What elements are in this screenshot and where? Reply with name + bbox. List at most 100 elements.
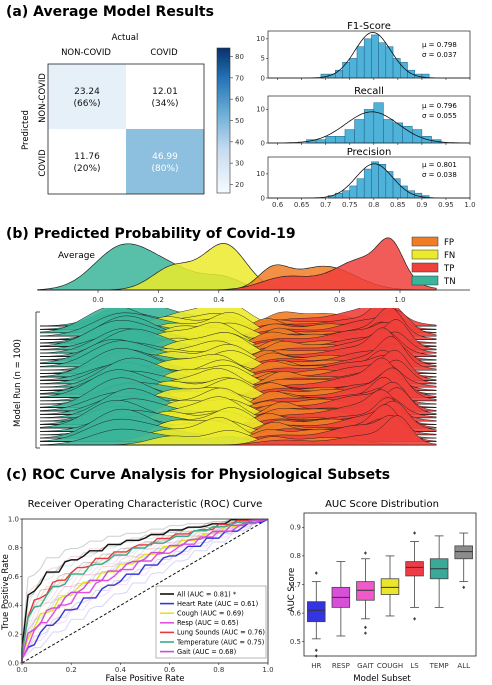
roc-ytick-label: 0.6: [8, 573, 20, 581]
colorbar-tick-label: 50: [235, 117, 244, 125]
hist-bar: [356, 46, 365, 79]
roc-run-line: [21, 519, 268, 663]
confusion-matrix: Actual Predicted NON-COVID COVID NON-COV…: [21, 33, 205, 195]
box-xtick-label: ALL: [457, 662, 470, 670]
cm-cell: [126, 64, 204, 129]
roc-run-line: [21, 519, 268, 663]
roc-legend-label: Resp (AUC = 0.65): [177, 619, 239, 627]
metric-histograms: F1-Score Recall Precision μ = 0.798 σ = …: [256, 21, 475, 209]
legend-swatch-tp: [411, 262, 439, 273]
box-outlier: [363, 625, 367, 630]
cm-ylabel: Predicted: [21, 110, 31, 150]
roc-legend-label: Heart Rate (AUC = 0.61): [177, 600, 258, 608]
roc-run-line: [21, 519, 268, 663]
roc-run-line: [21, 520, 268, 663]
roc-legend-label: Lung Sounds (AUC = 0.76): [177, 629, 265, 637]
roc-mean-line: [21, 519, 268, 663]
box-outlier: [363, 551, 367, 555]
hist-bar: [356, 178, 365, 199]
colorbar-tick-label: 60: [235, 96, 244, 104]
ridge-xtick-label: 0.2: [153, 296, 164, 304]
roc-xtick-label: 0.6: [164, 666, 176, 674]
roc-run-line: [21, 519, 268, 663]
average-label: Average: [58, 251, 95, 261]
hist-bar: [325, 136, 336, 144]
hist-bar: [342, 190, 351, 199]
ridge-xtick-label: 0.0: [92, 296, 103, 304]
hist-xtick-label: 0.7: [320, 201, 331, 209]
box-xtick-label: TEMP: [429, 662, 449, 670]
hist-sigma-recall: σ = 0.055: [422, 112, 457, 120]
panel-b-header: (b) Predicted Probability of Covid-19: [6, 226, 296, 242]
roc-legend-box: [155, 585, 267, 659]
hist-ytick-label: 0: [261, 74, 265, 82]
cm-frame: [47, 63, 205, 195]
hist-xtick-label: 0.95: [438, 201, 454, 209]
hist-ytick-label: 0: [261, 194, 265, 202]
roc-mean-line: [21, 519, 268, 663]
roc-run-line: [21, 519, 269, 663]
hist-xtick-label: 0.85: [390, 201, 406, 209]
colorbar-tick-label: 30: [235, 160, 244, 168]
roc-mean-line: [21, 519, 268, 663]
box-outlier: [314, 648, 318, 653]
legend-label-fn: FN: [444, 251, 455, 261]
auc-boxplot: AUC Score Distribution Model Subset AUC …: [287, 499, 477, 684]
cm-cell-percent: (80%): [151, 164, 178, 174]
hist-xtick-label: 0.9: [416, 201, 427, 209]
run-density-tp: [40, 415, 437, 446]
box-xlabel: Model Subset: [353, 674, 411, 684]
roc-legend-label: Cough (AUC = 0.69): [177, 610, 244, 618]
box-outlier: [413, 531, 417, 535]
hist-frame: [267, 95, 471, 144]
hist-bar: [383, 119, 394, 144]
roc-xlabel: False Positive Rate: [106, 674, 185, 684]
cm-cell-percent: (20%): [73, 164, 100, 174]
ridge-xtick-label: 1.0: [394, 296, 405, 304]
hist-normal-curve: [268, 111, 470, 144]
roc-run-line: [21, 519, 268, 663]
hist-bar: [371, 34, 379, 79]
box-outlier: [314, 571, 318, 575]
cm-cell: [48, 129, 126, 194]
cm-col-label-1: COVID: [150, 48, 178, 58]
box-xtick-label: RESP: [332, 662, 350, 670]
cm-row-label-0: NON-COVID: [38, 73, 48, 123]
probability-ridgeline: Average Model Run (n = 100) 0.0 0.2 0.4 0.6…: [13, 236, 470, 449]
colorbar-tick-label: 70: [235, 74, 244, 82]
box-title: AUC Score Distribution: [325, 499, 439, 510]
legend-label-tp: TP: [443, 264, 454, 274]
hist-bar: [385, 46, 394, 79]
panel-a-header: (a) Average Model Results: [6, 4, 214, 20]
hist-xtick-label: 0.65: [294, 201, 310, 209]
hist-bar: [412, 129, 423, 144]
box-ytick-label: 0.9: [290, 524, 301, 532]
box-ytick-label: 0.7: [290, 581, 301, 589]
hist-ytick-label: 10: [256, 35, 265, 43]
roc-ytick-label: 0.4: [8, 602, 20, 610]
roc-chart: Receiver Operating Characteristic (ROC) …: [1, 499, 274, 684]
legend-label-fp: FP: [444, 238, 454, 248]
hist-bar: [354, 119, 365, 144]
box-xtick-label: HR: [311, 662, 321, 670]
cm-cell-value: 11.76: [74, 152, 100, 162]
hist-xtick-label: 0.75: [342, 201, 358, 209]
box-outlier: [462, 585, 466, 590]
hist-ytick-label: 5: [261, 55, 265, 63]
panel-c-header: (c) ROC Curve Analysis for Physiological…: [6, 467, 390, 483]
hist-bar: [407, 69, 415, 79]
roc-xtick-label: 1.0: [262, 666, 273, 674]
roc-ytick-label: 0.2: [8, 631, 19, 639]
legend-label-tn: TN: [443, 277, 456, 287]
model-run-ridges: [40, 308, 437, 446]
hist-bar: [402, 125, 413, 144]
roc-xtick-label: 0.0: [16, 666, 27, 674]
hist-sigma-precision: σ = 0.038: [422, 171, 457, 179]
ridge-xtick-label: 0.4: [213, 296, 225, 304]
hist-xtick-label: 1.0: [464, 201, 475, 209]
hist-xtick-label: 0.8: [368, 201, 379, 209]
roc-ylabel: True Positive Rate: [1, 554, 11, 631]
hist-ytick-label: 10: [256, 170, 265, 178]
hist-bar: [363, 38, 372, 79]
roc-run-line: [21, 519, 269, 663]
